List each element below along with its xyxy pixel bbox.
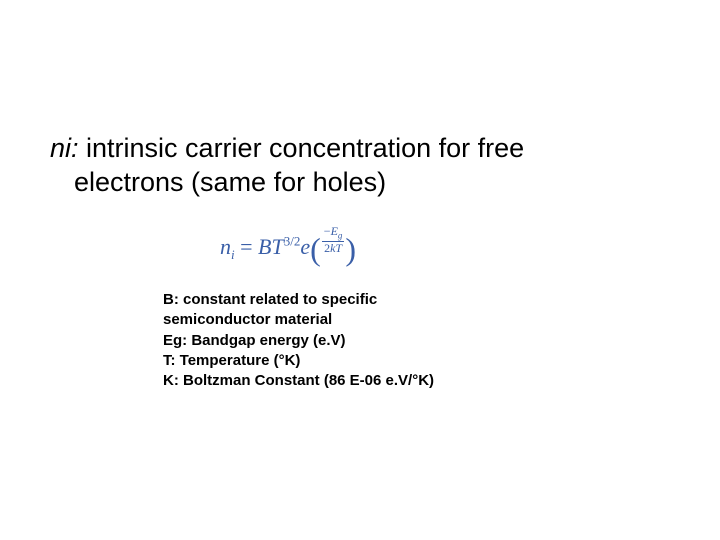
formula-e: e: [300, 234, 310, 259]
formula: ni = BT3/2e(−Eg2kT): [220, 225, 356, 268]
formula-Eg-E: E: [331, 224, 338, 238]
definitions-block: B: constant related to specific semicond…: [163, 290, 563, 391]
formula-lparen: (: [310, 231, 321, 268]
formula-minus: −: [324, 224, 331, 238]
formula-frac-den: 2kT: [322, 242, 345, 255]
slide: { "title": { "ni_label": "ni:", "text_af…: [0, 0, 720, 540]
def-line-T: T: Temperature (°K): [163, 351, 563, 371]
formula-T: T: [272, 234, 284, 259]
formula-fraction: −Eg2kT: [322, 225, 345, 254]
formula-frac-num: −Eg: [322, 225, 345, 242]
title-block: ni: intrinsic carrier concentration for …: [50, 132, 670, 200]
formula-B: B: [258, 234, 271, 259]
formula-Eg-g: g: [338, 230, 343, 240]
def-line-B1: B: constant related to specific: [163, 290, 563, 310]
formula-T2: T: [335, 241, 342, 255]
formula-rparen: ): [345, 231, 356, 268]
def-line-K: K: Boltzman Constant (86 E-06 e.V/°K): [163, 371, 563, 391]
def-line-Eg: Eg: Bandgap energy (e.V): [163, 331, 563, 351]
def-line-B2: semiconductor material: [163, 310, 563, 330]
title-line1-rest: intrinsic carrier concentration for free: [79, 133, 525, 163]
title-ni-label: ni:: [50, 133, 79, 163]
formula-n: n: [220, 234, 231, 259]
title-line2: electrons (same for holes): [50, 167, 386, 197]
formula-exp32: 3/2: [284, 234, 301, 249]
formula-eq: =: [235, 234, 258, 259]
